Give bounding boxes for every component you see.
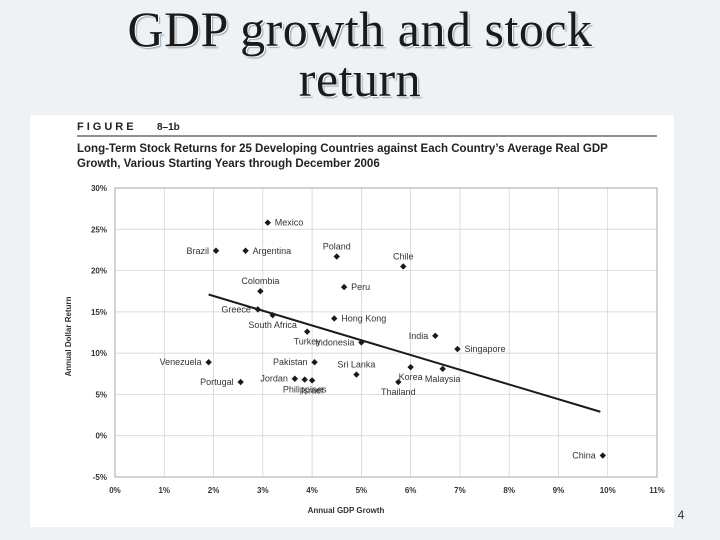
figure-panel: FIGURE 8–1b Long-Term Stock Returns for … (30, 115, 674, 527)
point-label: Chile (393, 251, 414, 261)
data-point (311, 359, 318, 366)
point-label: Argentina (253, 246, 292, 256)
plot-frame (114, 187, 658, 478)
data-point (331, 315, 338, 322)
slide-title-line-1: GDP growth and stock (127, 1, 593, 57)
point-label: Venezuela (160, 357, 202, 367)
data-point (264, 219, 271, 226)
point-label: Korea (399, 372, 423, 382)
chart-subtitle-line-2: Growth, Various Starting Years through D… (77, 158, 380, 170)
x-tick-label: 9% (553, 486, 565, 495)
data-point (291, 375, 299, 382)
y-tick-label: 25% (91, 225, 107, 234)
point-label: Greece (221, 304, 251, 314)
data-point (212, 247, 220, 254)
y-tick-label: 0% (95, 432, 107, 441)
x-tick-label: 0% (109, 486, 121, 495)
point-label: India (409, 331, 429, 341)
data-point (439, 365, 446, 373)
chart-subtitle-line-1: Long-Term Stock Returns for 25 Developin… (77, 143, 608, 155)
data-point (333, 253, 340, 260)
x-tick-label: 1% (158, 486, 170, 495)
point-label: Thailand (381, 387, 416, 397)
y-tick-label: 15% (91, 308, 107, 317)
data-point (303, 328, 311, 335)
point-label: Turkey (294, 337, 322, 347)
data-point (340, 283, 348, 291)
x-tick-label: 2% (208, 486, 220, 495)
x-tick-label: 7% (454, 486, 466, 495)
data-point (358, 339, 365, 346)
scatter-chart: FIGURE 8–1b Long-Term Stock Returns for … (64, 121, 665, 515)
figure-number: 8–1b (157, 122, 180, 133)
y-tick-label: -5% (93, 473, 107, 482)
x-axis-title: Annual GDP Growth (308, 506, 385, 515)
data-point (242, 247, 249, 254)
point-label: Philippines (283, 385, 327, 395)
slide-title-line-2: return (298, 51, 422, 107)
point-label: Brazil (186, 246, 209, 256)
plot-area: 30%25%20%15%10%5%0%-5%0% 1% 2% 3% 4% 5% 6% 7% 8%… (64, 184, 665, 515)
y-tick-label: 20% (91, 267, 107, 276)
data-point (237, 378, 244, 386)
x-tick-label: 6% (405, 486, 417, 495)
x-tick-label: 5% (356, 486, 368, 495)
point-label: Portugal (200, 377, 234, 387)
point-label: Indonesia (315, 337, 354, 347)
point-label: Mexico (275, 218, 304, 228)
point-label: Pakistan (273, 357, 308, 367)
data-point (353, 371, 360, 378)
point-label: Jordan (260, 374, 288, 384)
data-point (432, 332, 439, 340)
data-point (395, 378, 402, 386)
y-tick-label: 5% (95, 390, 107, 399)
point-label: Malaysia (425, 374, 461, 384)
point-label: Poland (323, 242, 351, 252)
figure-label: FIGURE (77, 121, 137, 133)
data-point (407, 363, 414, 371)
point-label: South Africa (248, 320, 297, 330)
point-label: Singapore (464, 344, 505, 354)
x-tick-label: 11% (649, 486, 665, 495)
x-tick-label: 8% (503, 486, 515, 495)
x-tick-label: 10% (600, 486, 616, 495)
data-point (257, 288, 264, 295)
slide-title: GDP growth and stock return (40, 4, 680, 104)
x-tick-label: 3% (257, 486, 269, 495)
data-point (301, 376, 308, 383)
y-axis-title: Annual Dollar Return (64, 296, 73, 376)
page-number: 4 (677, 508, 685, 522)
point-label: Sri Lanka (337, 360, 375, 370)
y-tick-label: 30% (91, 184, 107, 193)
point-label: Peru (351, 282, 370, 292)
point-label: Israel (301, 385, 323, 395)
data-point (599, 452, 606, 459)
data-point (205, 359, 212, 366)
y-tick-label: 10% (91, 349, 107, 358)
point-label: Colombia (241, 276, 279, 286)
data-point (454, 345, 461, 353)
data-point (400, 263, 407, 270)
x-tick-label: 4% (306, 486, 318, 495)
point-label: Hong Kong (341, 313, 386, 323)
point-label: China (572, 451, 596, 461)
data-point (308, 377, 316, 384)
